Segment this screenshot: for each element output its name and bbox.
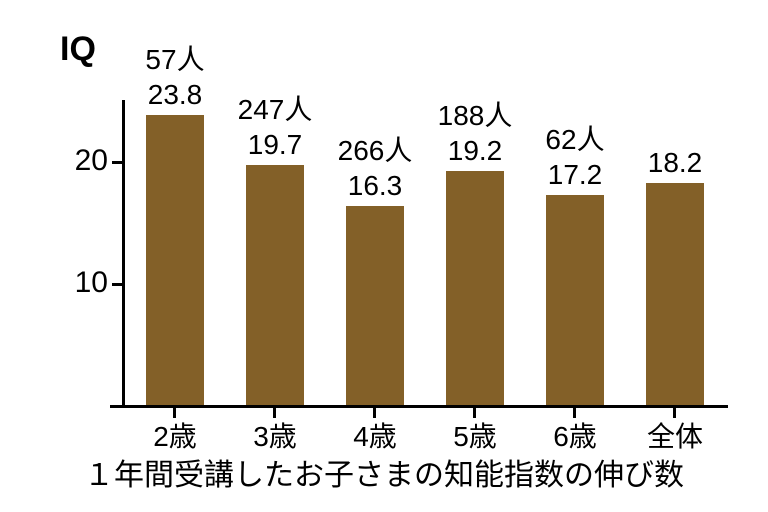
x-tick-label-3: 5歳: [425, 415, 525, 455]
bar-label-0: 57人 23.8: [125, 42, 225, 112]
bar-value-5: 18.2: [648, 147, 703, 178]
y-tick-20: [112, 161, 125, 164]
bar-label-2: 266人 16.3: [325, 133, 425, 203]
bar-2: [346, 206, 404, 405]
y-tick-10: [112, 283, 125, 286]
bar-count-0: 57人: [145, 44, 204, 75]
chart-caption: １年間受講したお子さまの知能指数の伸び数: [0, 450, 768, 494]
bar-0: [146, 115, 204, 405]
x-tick-label-4: 6歳: [525, 415, 625, 455]
bar-label-5: 18.2: [625, 110, 725, 180]
x-tick-label-5: 全体: [625, 415, 725, 455]
y-tick-label-20: 20: [60, 144, 108, 178]
bar-count-3: 188人: [438, 100, 513, 131]
x-tick-label-2: 4歳: [325, 415, 425, 455]
bar-label-4: 62人 17.2: [525, 122, 625, 192]
bar-3: [446, 171, 504, 405]
bar-value-2: 16.3: [348, 170, 403, 201]
bar-count-2: 266人: [338, 135, 413, 166]
bar-count-1: 247人: [238, 94, 313, 125]
x-axis-line: [110, 405, 728, 408]
bar-label-1: 247人 19.7: [225, 92, 325, 162]
y-axis-title: IQ: [60, 30, 96, 69]
bar-value-0: 23.8: [148, 79, 203, 110]
bar-count-4: 62人: [545, 124, 604, 155]
x-tick-label-0: 2歳: [125, 415, 225, 455]
bar-value-1: 19.7: [248, 129, 303, 160]
x-tick-label-1: 3歳: [225, 415, 325, 455]
bar-4: [546, 195, 604, 405]
bar-value-4: 17.2: [548, 159, 603, 190]
y-tick-label-10: 10: [60, 266, 108, 300]
bars-area: 57人 23.8 247人 19.7 266人 16.3 188人 19.2: [125, 100, 725, 405]
chart-container: IQ 20 10 57人 23.8 247人 19.7 266人: [40, 20, 728, 440]
bar-5: [646, 183, 704, 405]
bar-1: [246, 165, 304, 405]
bar-value-3: 19.2: [448, 135, 503, 166]
bar-label-3: 188人 19.2: [425, 98, 525, 168]
